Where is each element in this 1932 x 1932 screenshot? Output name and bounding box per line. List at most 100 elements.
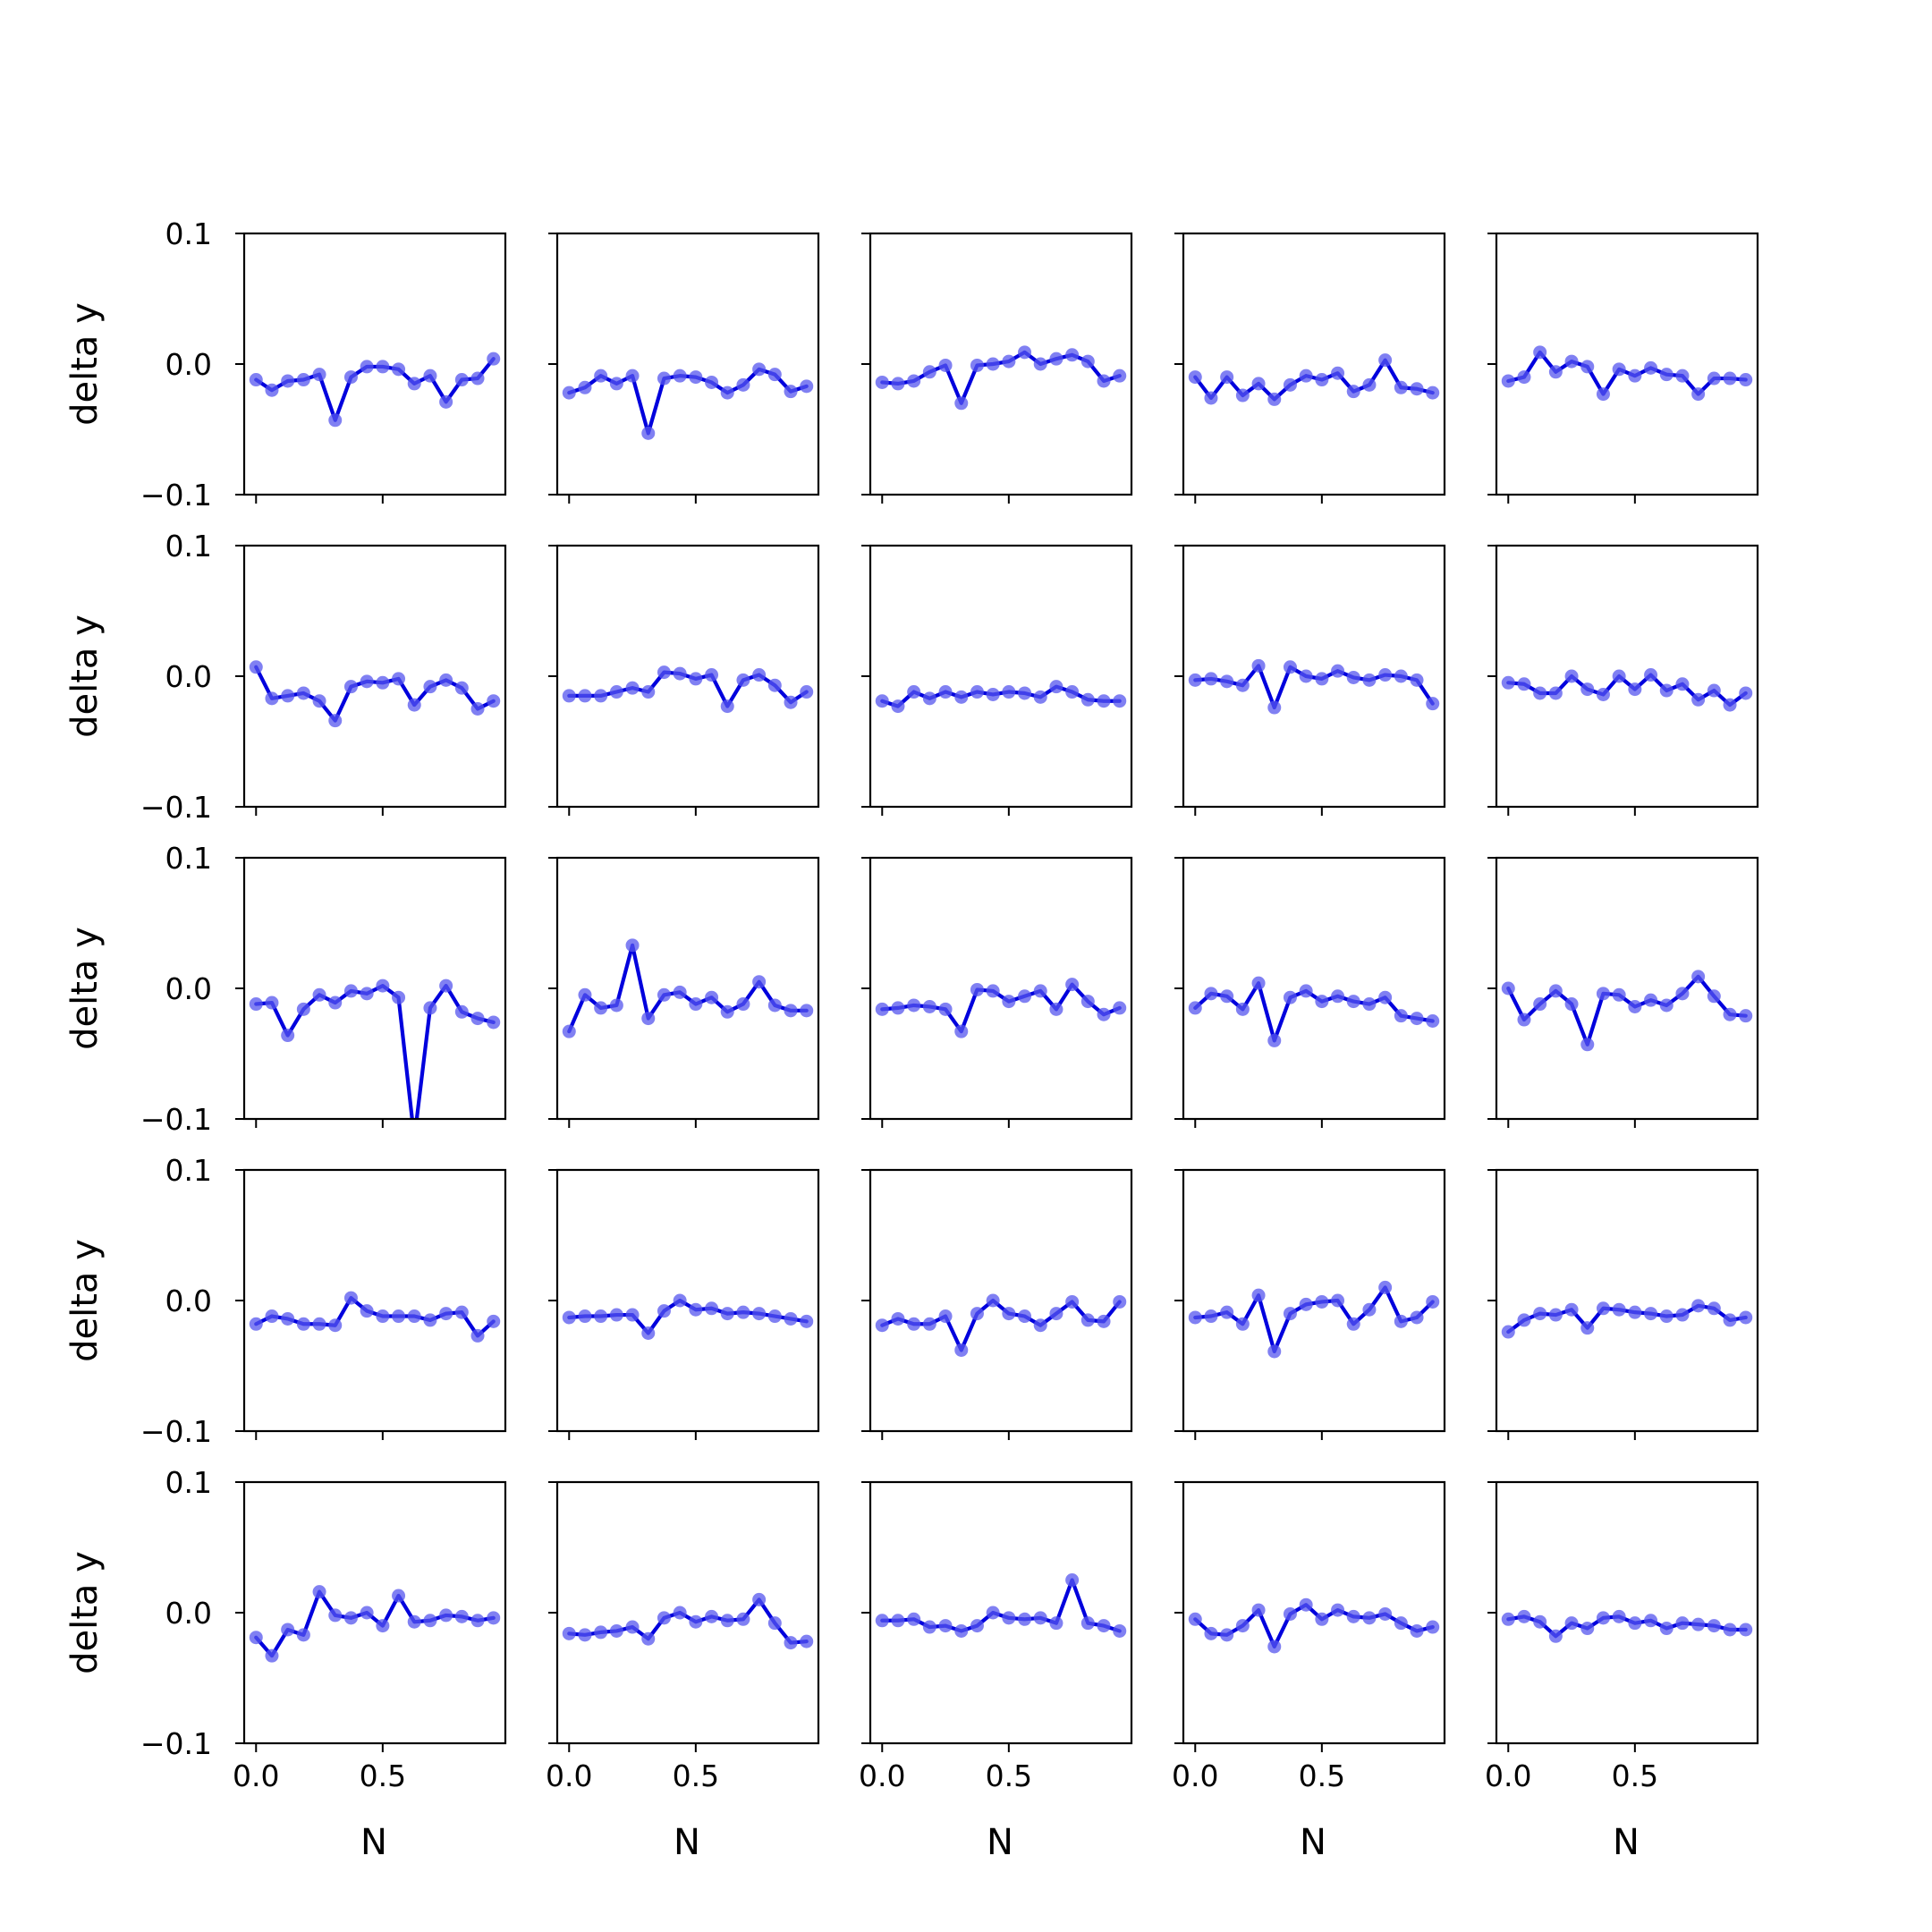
data-point [1346, 995, 1360, 1009]
data-point [705, 1609, 719, 1623]
plot-area [875, 345, 1127, 411]
x-axis-label: N [987, 1822, 1013, 1863]
data-point [1675, 1616, 1690, 1631]
data-point [1204, 391, 1218, 405]
data-point [1723, 1313, 1737, 1327]
data-point [1283, 1606, 1297, 1621]
data-point [423, 1001, 437, 1015]
data-point [922, 999, 936, 1013]
y-tick-label: −0.1 [140, 790, 212, 825]
series-line [1506, 350, 1748, 396]
data-point [1394, 1009, 1408, 1023]
data-point [1691, 1617, 1706, 1631]
data-point [1188, 370, 1202, 385]
data-point [1267, 1344, 1282, 1359]
data-point [986, 687, 1000, 701]
y-axis-label: delta y [64, 614, 106, 738]
data-point [1033, 1611, 1047, 1625]
data-point [938, 1309, 953, 1324]
data-point [1410, 1623, 1424, 1638]
data-point [1220, 1628, 1234, 1642]
data-point [1644, 1614, 1658, 1628]
data-point [875, 1318, 889, 1333]
y-tick-label: 0.0 [165, 971, 212, 1006]
data-point [281, 1623, 295, 1637]
data-point [1018, 1309, 1032, 1324]
plot-area [875, 1293, 1127, 1357]
data-point [487, 352, 501, 366]
plot-area [562, 1293, 814, 1340]
subplot-r2-c3 [861, 544, 1133, 816]
data-point [1691, 387, 1706, 402]
data-point [1080, 354, 1095, 369]
data-point [922, 691, 936, 706]
y-tick-label: 0.0 [165, 1284, 212, 1318]
data-point [689, 997, 703, 1012]
data-point [1315, 1294, 1329, 1309]
data-point [1596, 1611, 1610, 1625]
data-point [1049, 1002, 1063, 1016]
data-point [296, 1628, 310, 1642]
data-point [1501, 374, 1515, 388]
data-point [609, 377, 623, 391]
data-point [1267, 392, 1282, 406]
data-point [1018, 1612, 1032, 1626]
data-point [1707, 1619, 1721, 1633]
series-line [880, 1578, 1122, 1633]
subplot-r2-c1: 0.1 0.0 −0.1 delta y [64, 529, 507, 825]
data-point [1220, 989, 1234, 1004]
data-point [281, 689, 295, 703]
data-point [1315, 995, 1329, 1009]
data-point [1251, 1288, 1266, 1302]
data-point [1065, 1294, 1080, 1309]
data-point [875, 375, 889, 389]
data-point [907, 1612, 921, 1626]
data-point [954, 396, 969, 411]
data-point [657, 987, 671, 1002]
data-point [249, 660, 263, 674]
data-point [1346, 385, 1360, 399]
data-point [657, 1611, 671, 1625]
data-point [376, 1309, 390, 1324]
data-point [1564, 1616, 1579, 1631]
data-point [1596, 987, 1610, 1001]
y-tick-label: 0.0 [165, 1596, 212, 1631]
subplot-r1-c1: 0.1 0.0 −0.1 delta y [64, 216, 507, 513]
data-point [1235, 1317, 1250, 1331]
data-point [1049, 1616, 1063, 1631]
series-line [1506, 1614, 1748, 1639]
data-point [1331, 664, 1345, 678]
data-point [938, 685, 953, 699]
data-point [1299, 1297, 1313, 1311]
data-point [736, 997, 750, 1012]
data-point [891, 699, 905, 714]
data-point [800, 379, 814, 394]
data-point [625, 681, 640, 695]
data-point [705, 1301, 719, 1316]
data-point [392, 990, 406, 1004]
series-line [1193, 358, 1435, 402]
data-point [1378, 1606, 1393, 1621]
data-point [594, 369, 608, 383]
data-point [970, 1307, 984, 1321]
data-point [1097, 1007, 1111, 1021]
data-point [673, 1293, 687, 1308]
data-point [1596, 687, 1610, 701]
data-point [1204, 672, 1218, 686]
data-point [1097, 1619, 1111, 1633]
data-point [1723, 698, 1737, 712]
data-point [454, 1004, 469, 1019]
data-point [1204, 1309, 1218, 1324]
subplot-r3-c5 [1487, 856, 1759, 1128]
data-point [360, 1304, 374, 1318]
data-point [1283, 377, 1297, 392]
data-point [1410, 382, 1424, 396]
data-point [784, 385, 798, 399]
data-point [1188, 1310, 1202, 1325]
data-point [609, 998, 623, 1013]
plot-area [1501, 345, 1753, 402]
data-point [1628, 999, 1642, 1013]
data-point [328, 1318, 343, 1333]
data-point [343, 984, 358, 998]
data-point [1378, 668, 1393, 682]
